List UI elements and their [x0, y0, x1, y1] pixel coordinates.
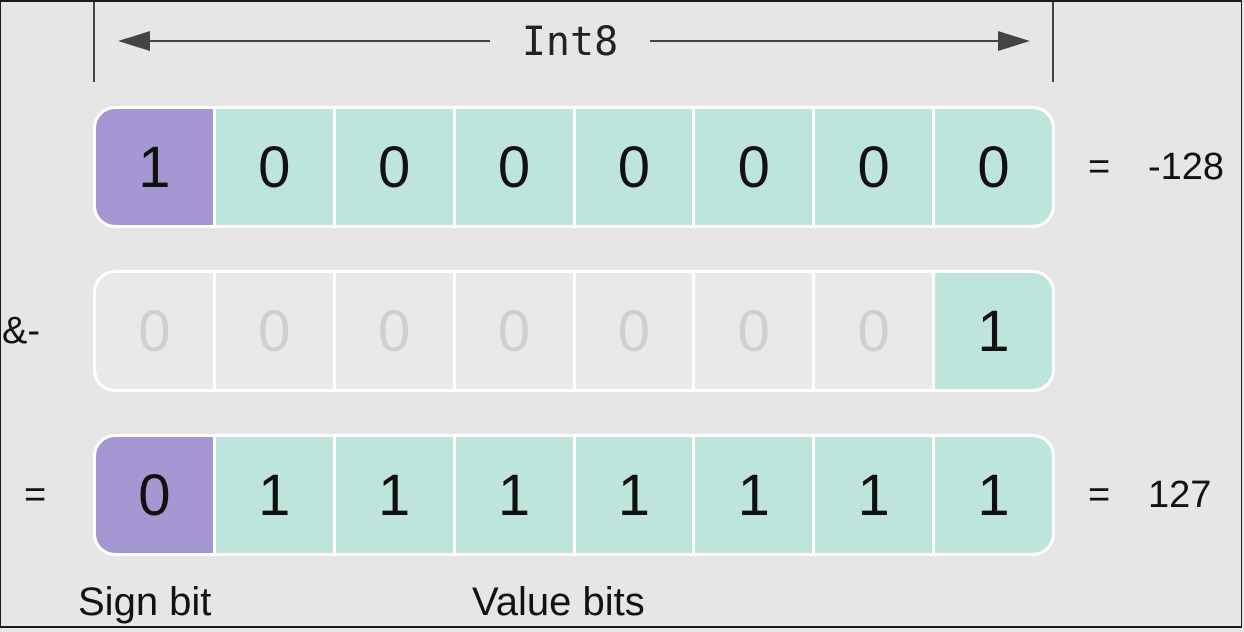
- value-bit-cell: 1: [212, 437, 333, 553]
- operator-label: &-: [2, 310, 40, 352]
- value-bit-cell: 0: [332, 109, 453, 225]
- dim-bit-cell: 0: [212, 273, 333, 389]
- sign-bit-cell: 0: [96, 437, 213, 553]
- arrow-line-right: [650, 40, 1000, 42]
- dim-bit-cell: 0: [692, 273, 813, 389]
- range-tick-right: [1052, 2, 1054, 82]
- dim-bit-cell: 0: [812, 273, 933, 389]
- range-tick-left: [93, 2, 95, 82]
- value-bit-cell: 1: [572, 437, 693, 553]
- dim-bit-cell: 0: [572, 273, 693, 389]
- equals-sign: =: [1088, 474, 1111, 516]
- value-bit-cell: 1: [932, 437, 1052, 553]
- result-value: -128: [1148, 146, 1225, 188]
- value-bits-caption: Value bits: [472, 580, 645, 624]
- value-bit-cell: 1: [812, 437, 933, 553]
- equals-sign-left: =: [24, 474, 47, 516]
- value-bit-cell: 1: [932, 273, 1052, 389]
- sign-bit-cell: 1: [96, 109, 213, 225]
- sign-bit-caption: Sign bit: [78, 580, 212, 624]
- value-bit-cell: 0: [812, 109, 933, 225]
- arrow-left-icon: [118, 31, 150, 51]
- value-bit-cell: 1: [692, 437, 813, 553]
- result-value: 127: [1148, 474, 1212, 516]
- equals-sign: =: [1088, 146, 1111, 188]
- bit-row-subtrahend: 0 0 0 0 0 0 0 1: [93, 270, 1055, 392]
- value-bit-cell: 0: [932, 109, 1052, 225]
- value-bit-cell: 0: [452, 109, 573, 225]
- value-bit-cell: 1: [332, 437, 453, 553]
- arrow-right-icon: [998, 31, 1030, 51]
- dim-bit-cell: 0: [452, 273, 573, 389]
- value-bit-cell: 0: [572, 109, 693, 225]
- dim-bit-cell: 0: [96, 273, 213, 389]
- value-bit-cell: 0: [212, 109, 333, 225]
- bit-row-result: 0 1 1 1 1 1 1 1: [93, 434, 1055, 556]
- value-bit-cell: 0: [692, 109, 813, 225]
- type-label: Int8: [521, 19, 619, 65]
- bit-row-minuend: 1 0 0 0 0 0 0 0: [93, 106, 1055, 228]
- arrow-line-left: [148, 40, 490, 42]
- value-bit-cell: 1: [452, 437, 573, 553]
- dim-bit-cell: 0: [332, 273, 453, 389]
